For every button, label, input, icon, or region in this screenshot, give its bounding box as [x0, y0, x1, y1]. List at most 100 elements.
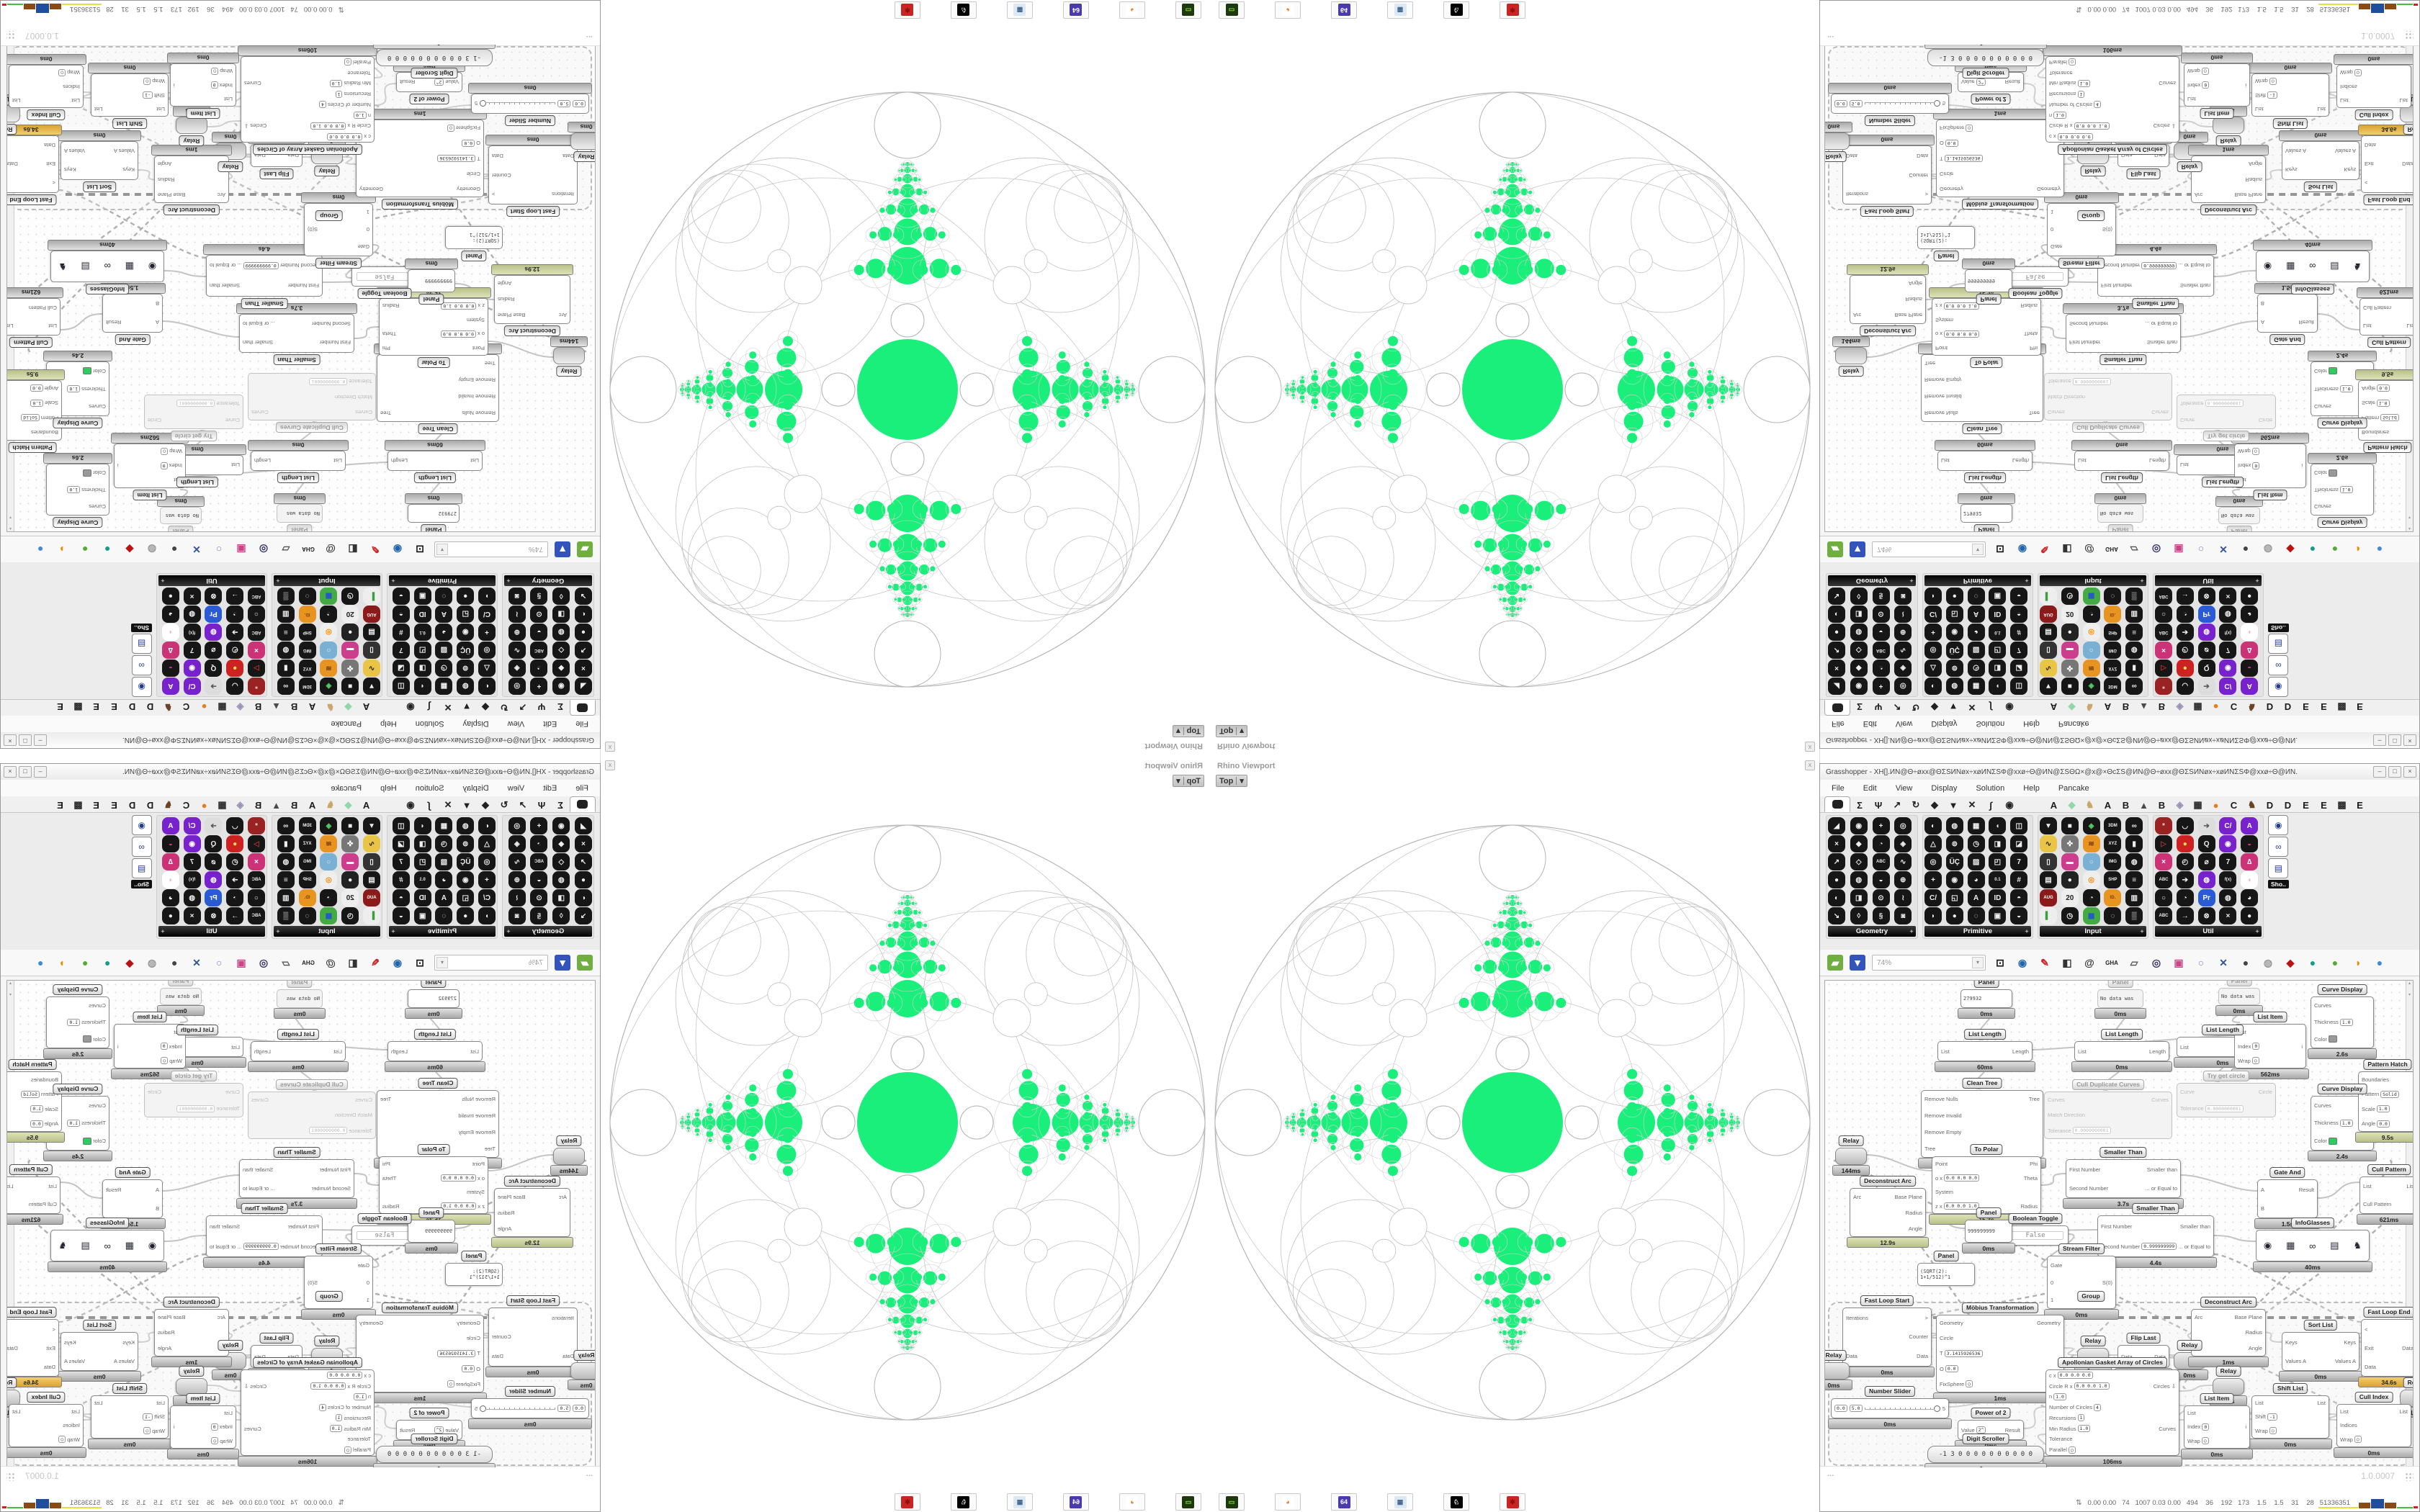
plugin-tab[interactable]: D: [146, 800, 154, 811]
component-icon[interactable]: ×: [2155, 642, 2172, 659]
component-icon[interactable]: ÜÇ: [1945, 642, 1963, 659]
slider-knob[interactable]: [1933, 1405, 1940, 1412]
component-icon[interactable]: ⊕: [508, 871, 526, 888]
component-icon[interactable]: ◖: [1989, 817, 2007, 834]
value-box[interactable]: 1.0: [2339, 385, 2353, 393]
component-icon[interactable]: ÜÇ: [1945, 853, 1963, 870]
ball-green-icon[interactable]: ●: [2331, 544, 2339, 555]
palette-group-label[interactable]: Input: [2040, 926, 2146, 937]
gh-node[interactable]: Sort List Keys Keys Values A Values A 0ms: [58, 1320, 141, 1382]
plugin-tab[interactable]: ▲: [272, 800, 281, 811]
taskbar-button[interactable]: 64: [1063, 1, 1089, 19]
component-icon[interactable]: ≋: [2082, 660, 2100, 677]
bulb-icon[interactable]: ○: [2197, 544, 2205, 555]
component-icon[interactable]: ◆: [1850, 660, 1868, 677]
component-icon[interactable]: ◨: [552, 606, 570, 623]
plugin-tab[interactable]: ♞: [163, 799, 173, 810]
value-box[interactable]: 0.0: [30, 384, 43, 392]
component-icon[interactable]: ◐: [1924, 678, 1942, 695]
value-box[interactable]: Solid: [2380, 1090, 2399, 1098]
node-body[interactable]: Iterations > Counter Data Data: [488, 145, 578, 204]
node-body[interactable]: Arc Base Plane Radius Angle: [1850, 275, 1926, 324]
node-body[interactable]: First Number Smaller than Second Number...…: [2066, 314, 2181, 353]
bulb-icon[interactable]: ○: [215, 957, 223, 968]
value-box[interactable]: ○: [143, 77, 151, 85]
component-icon[interactable]: 7: [392, 853, 410, 870]
taskbar-button[interactable]: ▦: [1007, 1493, 1033, 1511]
infoglasses-icon[interactable]: ∞: [104, 1240, 111, 1251]
node-body[interactable]: 999999999: [408, 269, 455, 292]
taskbar-button[interactable]: ♘: [1443, 1493, 1469, 1511]
node-body[interactable]: Keys Keys Values A Values A: [2282, 141, 2360, 180]
title-bar[interactable]: Grasshopper - XH[].ИN@Θ÷øxx@ΘΣSИNøx÷xøИN…: [1820, 764, 2419, 780]
node-body[interactable]: List List Shift -1 Wrap ○: [91, 73, 169, 117]
title-bar[interactable]: Grasshopper - XH[].ИN@Θ÷øxx@ΘΣSИNøx÷xøИN…: [1, 732, 600, 748]
node-body[interactable]: 0.0 5.0 5: [1831, 1398, 1949, 1418]
tab-params[interactable]: [570, 700, 596, 716]
value-box[interactable]: 0.0000000001: [176, 1104, 215, 1112]
component-icon[interactable]: ID.: [298, 889, 316, 906]
value-box[interactable]: 0.0 0.0 0.0: [327, 1372, 363, 1380]
component-icon[interactable]: →: [226, 588, 244, 605]
component-icon[interactable]: ◰: [413, 642, 431, 659]
component-icon[interactable]: AUG: [363, 889, 380, 906]
component-icon[interactable]: ○: [248, 889, 265, 906]
component-icon[interactable]: ×: [2219, 907, 2237, 924]
component-icon[interactable]: +: [1924, 871, 1942, 888]
slider-knob[interactable]: [1933, 100, 1940, 107]
value-box[interactable]: 0.0 0.0 0.0: [1944, 1174, 1980, 1182]
component-icon[interactable]: C/: [1924, 889, 1942, 906]
component-icon[interactable]: ◖: [413, 678, 431, 695]
taskbar-button[interactable]: 64: [1331, 1493, 1357, 1511]
component-icon[interactable]: ◔: [1872, 835, 1890, 852]
component-icon[interactable]: ◉: [183, 660, 201, 677]
value-box[interactable]: 1.0: [354, 1392, 367, 1400]
window-maximize-button[interactable]: □: [19, 734, 32, 746]
value-box[interactable]: 1.0: [30, 399, 44, 407]
component-icon[interactable]: ▩: [320, 907, 338, 924]
gh-node[interactable]: Shift List List List Shift -1 Wrap ○ 0ms: [88, 63, 171, 129]
component-icon[interactable]: ◡: [2176, 678, 2194, 695]
menu-item-solution[interactable]: Solution: [1976, 719, 2005, 729]
zoom-dropdown[interactable]: 74% ▾: [434, 955, 548, 971]
component-icon[interactable]: ≀: [1894, 889, 1912, 906]
value-box[interactable]: 0.999999999: [2141, 262, 2177, 269]
component-icon[interactable]: ◓: [392, 606, 410, 623]
component-icon[interactable]: ∿: [508, 853, 526, 870]
component-icon[interactable]: ▼: [363, 817, 380, 834]
component-icon[interactable]: ■: [2061, 678, 2079, 695]
palette-group-label[interactable]: Input: [2040, 575, 2146, 586]
open-file-icon[interactable]: ▰: [577, 541, 593, 557]
component-icon[interactable]: ●: [2241, 907, 2259, 924]
component-icon[interactable]: ▬: [2061, 642, 2079, 659]
gh-node[interactable]: List Length List Length 60ms: [1935, 1029, 2035, 1072]
node-body[interactable]: ListListCull Pattern: [6, 298, 60, 336]
component-icon[interactable]: ▮: [277, 660, 295, 677]
category-tab-icon[interactable]: ∫: [1989, 800, 1992, 811]
gh-node[interactable]: Pattern Hatch Boundaries Pattern Solid Scale…: [2355, 369, 2414, 453]
component-icon[interactable]: ➔: [226, 871, 244, 888]
gh-node[interactable]: Pattern Hatch Boundaries Pattern Solid Scale…: [6, 1059, 65, 1143]
component-icon[interactable]: ◷: [2061, 588, 2079, 605]
infoglasses-icon[interactable]: ▦: [2286, 261, 2295, 272]
gh-node[interactable]: Digit Scroller-1 3 0 0 0 0 0 0 0 0 0 00m…: [373, 1434, 496, 1468]
component-icon[interactable]: ◎: [508, 678, 526, 695]
sphere-light-icon[interactable]: ◍: [147, 956, 157, 968]
toggle-value[interactable]: False: [357, 1231, 413, 1240]
component-icon[interactable]: ◙: [1894, 588, 1912, 605]
infoglasses-show-label[interactable]: Sho..: [2268, 624, 2289, 632]
value-box[interactable]: 0.0000000001: [176, 400, 215, 408]
component-icon[interactable]: ◔: [320, 606, 338, 623]
gha-icon[interactable]: GHA: [302, 546, 315, 553]
node-body[interactable]: [570, 1362, 596, 1380]
component-icon[interactable]: ⌀: [2197, 642, 2215, 659]
component-icon[interactable]: ◉: [457, 624, 475, 641]
component-icon[interactable]: ÜÇ: [457, 642, 475, 659]
component-icon[interactable]: ◱: [457, 889, 475, 906]
component-icon[interactable]: 0.1: [1989, 871, 2007, 888]
